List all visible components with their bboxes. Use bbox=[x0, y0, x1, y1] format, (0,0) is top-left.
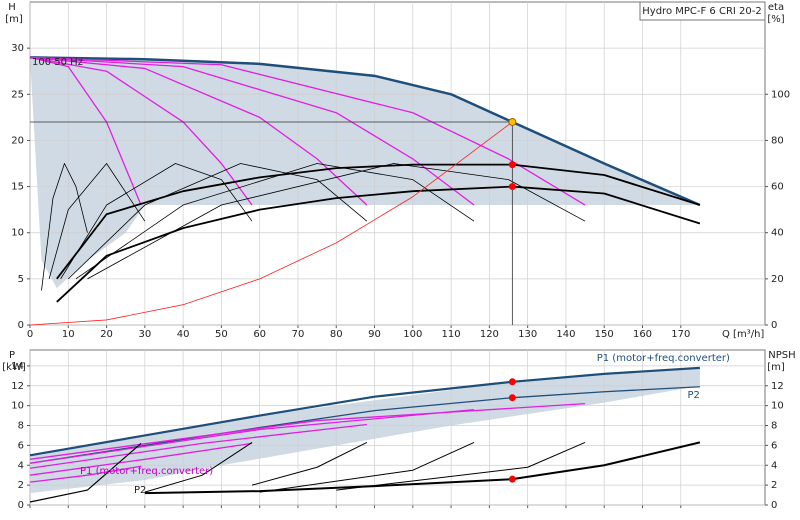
x-tick-label: 100 bbox=[403, 329, 422, 340]
duty-point bbox=[508, 183, 516, 191]
plots: 0 10 20 30 40 50 60 70 80 90 100 110 120 130 140 150 160… bbox=[11, 2, 790, 511]
x-tick-label: 10 bbox=[62, 329, 75, 340]
annotation: 100 50 Hz bbox=[32, 57, 83, 68]
curve bbox=[68, 163, 368, 280]
series-label: P1 (motor+freq.converter) bbox=[597, 353, 730, 364]
x-tick-label: 0 bbox=[27, 329, 33, 340]
y-tick-label: 30 bbox=[11, 43, 24, 54]
y2-tick-label: 40 bbox=[771, 228, 784, 239]
y2-axis-unit: [m] bbox=[767, 362, 785, 373]
curve bbox=[29, 386, 700, 464]
curve bbox=[251, 441, 368, 486]
duty-point bbox=[508, 378, 516, 386]
x-tick-label: 50 bbox=[215, 329, 228, 340]
curve bbox=[29, 366, 700, 457]
x-tick-label: 40 bbox=[177, 329, 190, 340]
y2-axis-label: NPSH bbox=[768, 350, 795, 361]
y-axis-label: P bbox=[9, 350, 15, 361]
y-tick-label: 4 bbox=[18, 460, 24, 471]
x-tick-label: 20 bbox=[100, 329, 113, 340]
operating-range bbox=[30, 367, 700, 494]
curve bbox=[29, 442, 253, 476]
curve bbox=[144, 441, 253, 493]
curve bbox=[29, 56, 475, 206]
x-axis-label: Q [m³/h] bbox=[722, 329, 764, 340]
y2-tick-label: 12 bbox=[771, 381, 784, 392]
y2-tick-label: 0 bbox=[771, 500, 777, 511]
curve bbox=[144, 441, 701, 495]
x-tick-label: 160 bbox=[633, 329, 652, 340]
title-box bbox=[639, 1, 766, 21]
x-tick-label: 140 bbox=[556, 329, 575, 340]
x-tick-label: 150 bbox=[595, 329, 614, 340]
duty-point bbox=[508, 394, 516, 402]
y-axis-label: H bbox=[8, 2, 16, 13]
y-axis-unit: [kW] bbox=[2, 362, 26, 373]
curve bbox=[29, 56, 701, 207]
y-tick-label: 0 bbox=[18, 500, 24, 511]
y2-tick-label: 8 bbox=[771, 421, 777, 432]
x-tick-label: 90 bbox=[368, 329, 381, 340]
curve bbox=[56, 163, 701, 280]
curve bbox=[29, 423, 367, 469]
y-tick-label: 0 bbox=[18, 320, 24, 331]
y-tick-label: 8 bbox=[18, 421, 24, 432]
y2-tick-label: 6 bbox=[771, 440, 777, 451]
curve bbox=[48, 163, 146, 279]
y-tick-label: 15 bbox=[11, 182, 24, 193]
curve bbox=[29, 403, 586, 460]
x-tick-label: 110 bbox=[442, 329, 461, 340]
x-tick-label: 80 bbox=[330, 329, 343, 340]
series-label: P2 bbox=[688, 390, 700, 401]
y-tick-label: 20 bbox=[11, 135, 24, 146]
y2-tick-label: 4 bbox=[771, 460, 777, 471]
y-tick-label: 10 bbox=[11, 401, 24, 412]
curve bbox=[75, 163, 475, 280]
curve bbox=[29, 408, 475, 464]
annotation: P2 bbox=[134, 485, 146, 496]
curve bbox=[56, 185, 701, 303]
curve bbox=[29, 121, 513, 326]
x-tick-label: 170 bbox=[671, 329, 690, 340]
curve bbox=[29, 56, 586, 206]
x-tick-label: 30 bbox=[138, 329, 151, 340]
curve bbox=[29, 465, 142, 483]
y-tick-label: 2 bbox=[18, 480, 24, 491]
y2-tick-label: 0 bbox=[771, 320, 777, 331]
curve bbox=[259, 441, 475, 493]
x-tick-label: 120 bbox=[480, 329, 499, 340]
y2-axis-label: eta bbox=[768, 2, 784, 13]
curve bbox=[29, 56, 368, 206]
operating-range bbox=[30, 57, 700, 289]
y2-tick-label: 100 bbox=[771, 89, 790, 100]
y2-axis-unit: [%] bbox=[767, 14, 784, 25]
y-tick-label: 12 bbox=[11, 381, 24, 392]
y-tick-label: 10 bbox=[11, 228, 24, 239]
y-axis-unit: [m] bbox=[5, 14, 23, 25]
curve bbox=[336, 441, 586, 491]
y-tick-label: 6 bbox=[18, 440, 24, 451]
duty-point bbox=[508, 161, 516, 169]
y2-tick-label: 10 bbox=[771, 401, 784, 412]
curve bbox=[29, 442, 142, 503]
y-tick-label: 14 bbox=[11, 361, 24, 372]
x-tick-label: 60 bbox=[253, 329, 266, 340]
x-tick-label: 70 bbox=[292, 329, 305, 340]
annotation: P1 (motor+freq.converter) bbox=[80, 466, 213, 477]
y2-tick-label: 80 bbox=[771, 135, 784, 146]
duty-point bbox=[508, 117, 517, 126]
duty-point bbox=[508, 475, 516, 483]
y2-tick-label: 60 bbox=[771, 182, 784, 193]
chart-title: Hydro MPC-F 6 CRI 20-2 bbox=[642, 6, 761, 17]
y-tick-label: 5 bbox=[18, 274, 24, 285]
y2-tick-label: 20 bbox=[771, 274, 784, 285]
x-tick-label: 130 bbox=[518, 329, 537, 340]
curve bbox=[60, 163, 253, 280]
curve bbox=[41, 163, 88, 291]
y-tick-label: 25 bbox=[11, 89, 24, 100]
y2-tick-label: 2 bbox=[771, 480, 777, 491]
